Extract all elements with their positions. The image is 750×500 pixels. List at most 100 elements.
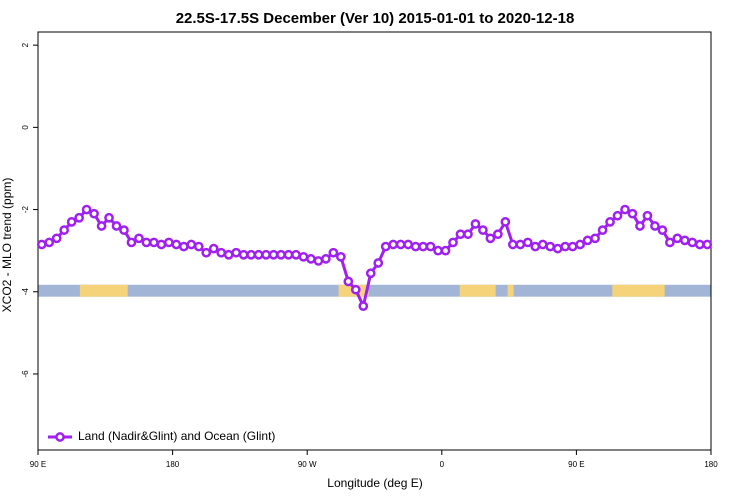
data-point [448, 237, 458, 248]
data-point [455, 229, 466, 240]
data-point [119, 225, 129, 235]
data-point [36, 239, 47, 250]
data-point [410, 241, 421, 252]
data-point [44, 237, 55, 248]
data-point [665, 237, 675, 248]
data-point [164, 237, 174, 248]
data-point [313, 256, 324, 266]
data-point [134, 233, 144, 244]
data-point [373, 258, 384, 268]
data-point [238, 249, 249, 260]
data-point [321, 254, 331, 264]
data-point [104, 212, 114, 223]
data-point [567, 241, 578, 252]
data-point [216, 247, 227, 258]
data-point [261, 249, 271, 260]
data-point [507, 239, 518, 250]
x-tick-label: 90 E [30, 460, 46, 469]
data-point [627, 208, 638, 219]
data-point [171, 239, 182, 250]
data-point [590, 233, 600, 244]
data-point [350, 284, 361, 295]
data-point [380, 241, 391, 252]
data-point [156, 239, 167, 250]
x-tick-label: 90 E [568, 460, 584, 469]
x-tick-label: 0 [440, 460, 445, 469]
data-point [694, 239, 705, 250]
y-tick-label: -4 [21, 288, 30, 296]
data-point [470, 219, 481, 229]
data-point [605, 217, 615, 227]
data-point [306, 254, 316, 264]
data-point [657, 225, 668, 235]
data-point [59, 225, 70, 235]
data-point [582, 235, 593, 246]
legend-label: Land (Nadir&Glint) and Ocean (Glint) [78, 429, 275, 443]
data-point [597, 225, 608, 235]
data-point [642, 210, 653, 221]
data-point [650, 221, 660, 231]
land-segment [79, 284, 128, 297]
data-point [74, 212, 84, 223]
data-point [440, 245, 451, 256]
data-point [679, 235, 690, 246]
data-point [537, 239, 548, 250]
data-point [81, 204, 92, 215]
data-point [425, 241, 436, 252]
data-point [223, 249, 234, 260]
data-point [515, 239, 526, 250]
data-point [395, 239, 406, 250]
legend-marker [55, 432, 65, 442]
data-point [343, 276, 354, 287]
data-point [433, 245, 443, 256]
data-point [500, 217, 511, 227]
data-point [358, 301, 369, 311]
y-tick-label: 2 [21, 42, 30, 47]
y-tick-label: -6 [21, 370, 30, 378]
ocean-band [38, 284, 711, 297]
x-tick-label: 90 W [298, 460, 317, 469]
data-point [193, 241, 204, 252]
land-segment [507, 284, 514, 297]
data-point [620, 204, 630, 215]
data-point [141, 237, 152, 248]
data-point [201, 247, 212, 258]
data-point [276, 249, 286, 260]
data-point [231, 247, 242, 258]
data-point [403, 239, 413, 250]
data-point [493, 229, 503, 240]
data-point [687, 237, 698, 248]
data-point [552, 243, 563, 254]
data-point [51, 233, 62, 244]
data-point [89, 208, 99, 219]
data-point [418, 241, 428, 252]
data-point [291, 249, 301, 260]
land-segment [459, 284, 496, 297]
data-point [560, 241, 571, 252]
data-point [149, 237, 159, 248]
data-point [485, 233, 496, 244]
data-point [283, 249, 294, 260]
data-point [96, 221, 107, 231]
data-point [388, 239, 399, 250]
data-point [336, 251, 346, 262]
data-point [612, 210, 623, 221]
x-tick-label: 180 [166, 460, 180, 469]
data-point [522, 237, 533, 248]
data-point [702, 239, 713, 250]
y-tick-label: -2 [21, 205, 30, 213]
data-point [530, 241, 541, 252]
data-point [111, 221, 122, 231]
data-point [66, 217, 77, 227]
data-point [246, 249, 256, 260]
data-point [298, 251, 309, 262]
data-point [208, 243, 219, 254]
data-point [635, 221, 645, 231]
data-point [672, 233, 683, 244]
x-tick-label: 180 [704, 460, 718, 469]
x-axis-label: Longitude (deg E) [327, 476, 422, 490]
data-point [253, 249, 264, 260]
data-point [186, 239, 197, 250]
data-point [365, 268, 376, 279]
